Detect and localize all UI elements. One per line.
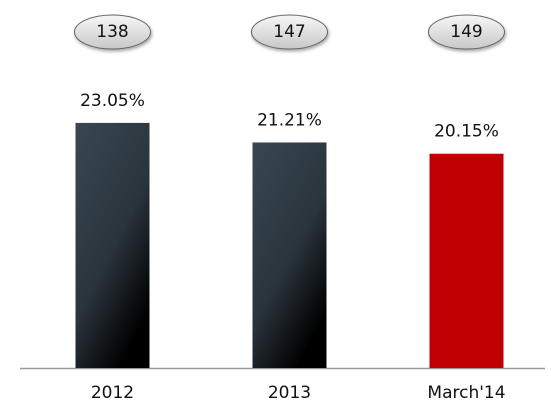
annotation-bubble: [251, 14, 328, 50]
bar: [252, 142, 327, 368]
x-tick-label: 2012: [91, 383, 134, 403]
annotation-label: 138: [96, 22, 128, 42]
annotation-label: 147: [273, 22, 305, 42]
value-label: 23.05%: [80, 91, 145, 111]
annotation-bubble: [74, 14, 151, 50]
bar: [75, 122, 150, 368]
annotation-bubble: [428, 14, 505, 50]
bar: [429, 153, 504, 368]
x-tick-label: March'14: [427, 383, 505, 403]
value-label: 21.21%: [257, 110, 322, 130]
annotation-label: 149: [450, 22, 482, 42]
x-tick-label: 2013: [268, 383, 311, 403]
value-label: 20.15%: [434, 122, 499, 142]
